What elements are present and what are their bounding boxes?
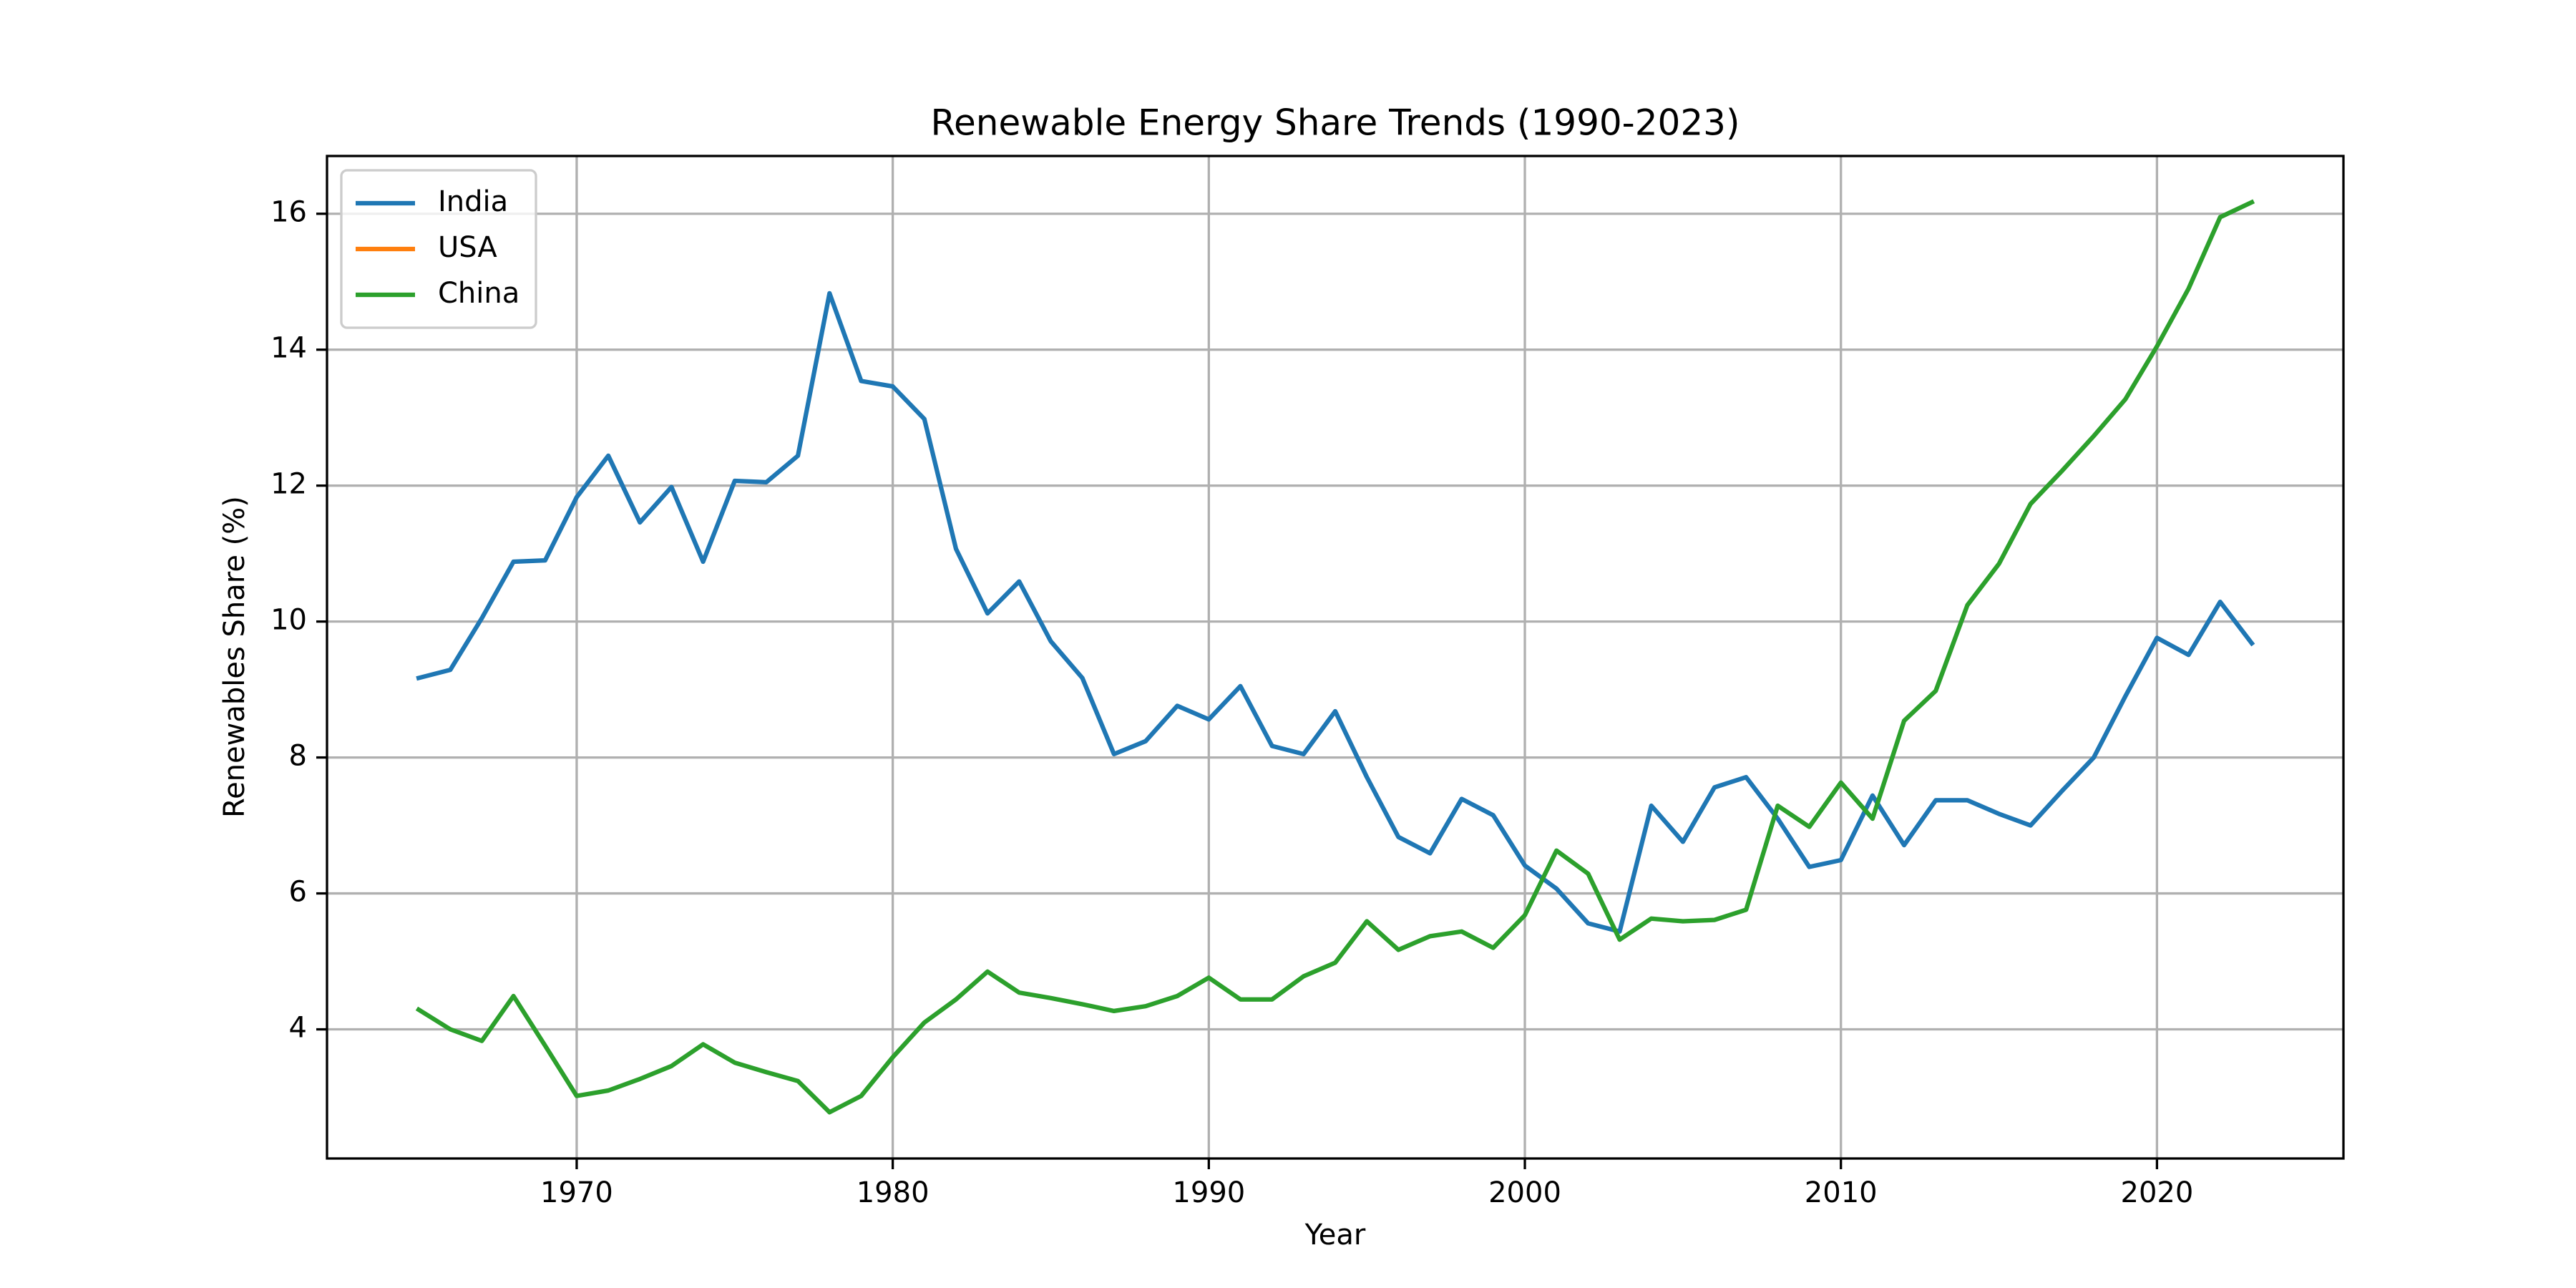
x-tick-label: 1970 (540, 1176, 613, 1209)
x-tick-label: 2020 (2121, 1176, 2194, 1209)
plot-frame (326, 155, 2345, 1160)
legend-label: China (438, 277, 519, 310)
legend-box (340, 169, 537, 329)
y-tick-label: 16 (270, 196, 307, 229)
chart-title: Renewable Energy Share Trends (1990-2023… (931, 102, 1740, 144)
y-tick-label: 10 (270, 604, 307, 637)
x-tick-label: 1980 (857, 1176, 930, 1209)
line (416, 291, 2255, 934)
y-tick-label: 4 (289, 1012, 307, 1045)
y-tick-label: 14 (270, 332, 307, 365)
legend-label: India (438, 185, 508, 218)
line (415, 199, 2255, 1115)
y-tick-label: 8 (289, 740, 307, 773)
x-axis-label: Year (1304, 1219, 1366, 1252)
y-axis-label: Renewables Share (%) (218, 496, 251, 818)
x-tick-label: 1990 (1172, 1176, 1245, 1209)
x-tick-label: 2010 (1805, 1176, 1878, 1209)
y-tick-label: 12 (270, 468, 307, 501)
y-tick-label: 6 (289, 876, 307, 909)
x-tick-label: 2000 (1488, 1176, 1561, 1209)
legend-label: USA (438, 231, 497, 264)
